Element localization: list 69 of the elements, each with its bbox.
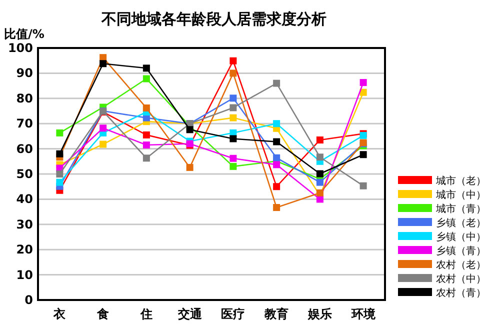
y-tick-label: 20 — [16, 242, 33, 257]
x-tick-label: 教育 — [264, 307, 289, 321]
point — [273, 138, 280, 146]
chart-title: 不同地域各年龄段人居需求度分析 — [100, 10, 326, 28]
point — [316, 189, 324, 196]
x-tick-label: 娱乐 — [306, 307, 332, 321]
point — [230, 94, 237, 102]
point — [56, 150, 64, 158]
point — [273, 183, 280, 190]
point — [273, 161, 280, 168]
legend-label: 城市（青） — [435, 203, 486, 215]
point — [230, 154, 237, 162]
y-tick-label: 40 — [16, 192, 33, 206]
point — [316, 136, 324, 144]
y-tick-label: 10 — [16, 268, 33, 282]
point — [142, 104, 150, 112]
point — [360, 182, 367, 190]
x-tick-label: 交通 — [176, 307, 203, 321]
y-tick-label: 30 — [16, 217, 33, 232]
legend-label: 乡镇（青） — [436, 245, 486, 257]
y-tick-label: 80 — [16, 91, 33, 106]
point — [100, 124, 107, 132]
y-tick-label: 90 — [16, 66, 33, 80]
point — [142, 64, 150, 72]
legend-label: 城市（中） — [435, 189, 486, 201]
point — [316, 178, 324, 186]
point — [56, 129, 64, 136]
x-tick-label: 衣 — [52, 307, 67, 321]
point — [273, 204, 280, 212]
point — [230, 57, 237, 64]
point — [100, 60, 107, 68]
point — [273, 154, 280, 162]
point — [316, 154, 324, 161]
legend-label: 乡镇（中） — [436, 231, 486, 243]
x-tick-label: 住 — [139, 307, 152, 321]
y-tick-label: 0 — [24, 293, 33, 307]
point — [142, 154, 150, 162]
point — [142, 142, 150, 149]
point — [273, 120, 280, 128]
y-tick-label: 70 — [16, 116, 33, 131]
point — [56, 178, 64, 186]
point — [142, 75, 150, 82]
point — [360, 151, 367, 158]
legend-label: 乡镇（老） — [436, 217, 486, 229]
point — [230, 104, 237, 112]
y-tick-label: 60 — [16, 142, 33, 156]
point — [230, 70, 237, 77]
point — [56, 170, 64, 178]
point — [186, 126, 194, 134]
point — [142, 131, 150, 138]
x-tick-label: 食 — [96, 307, 110, 321]
legend-label: 农村（老） — [436, 259, 486, 271]
point — [360, 88, 367, 96]
legend-label: 农村（青） — [436, 287, 486, 299]
legend-label: 城市（老） — [435, 175, 486, 187]
point — [273, 80, 280, 87]
x-tick-label: 医疗 — [221, 307, 246, 321]
y-tick-label: 100 — [8, 41, 33, 55]
point — [230, 135, 237, 142]
point — [186, 164, 194, 171]
point — [360, 79, 367, 86]
legend-label: 农村（中） — [436, 273, 486, 285]
point — [100, 140, 107, 148]
y-tick-label: 50 — [16, 167, 33, 181]
point — [230, 114, 237, 122]
y-axis-title: 比值/% — [4, 27, 44, 41]
x-tick-label: 环境 — [350, 307, 376, 321]
point — [316, 170, 324, 178]
point — [230, 162, 237, 170]
